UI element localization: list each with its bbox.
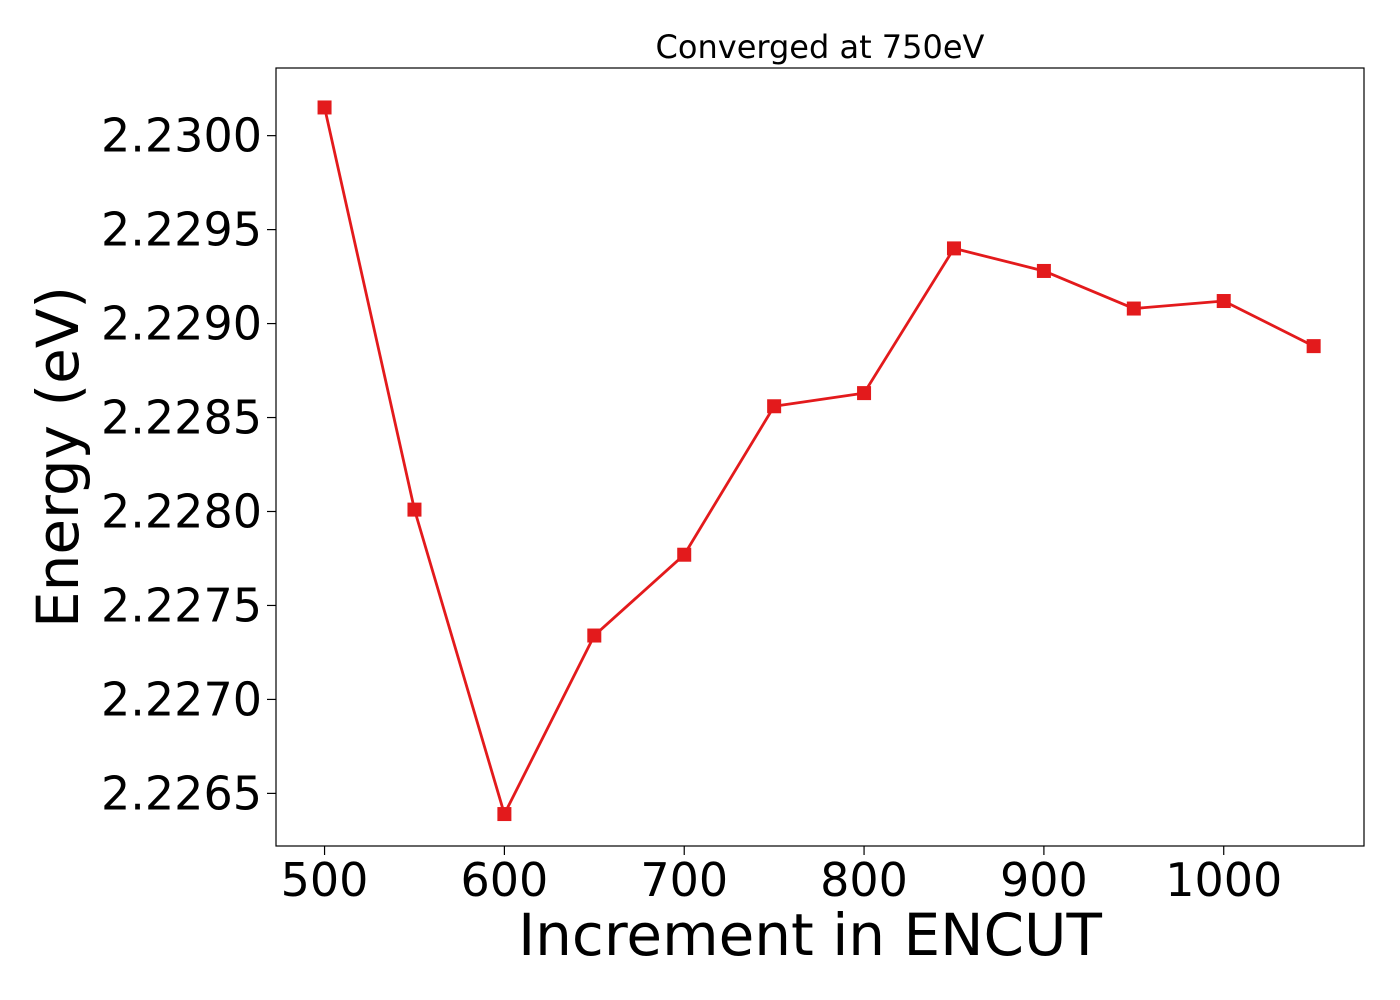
data-point: [1126, 301, 1141, 316]
data-point: [407, 502, 422, 517]
data-point: [587, 628, 602, 643]
data-point: [1036, 263, 1051, 278]
x-tick-label: 1000: [1165, 853, 1282, 907]
data-point: [497, 807, 512, 822]
data-point: [1306, 339, 1321, 354]
x-tick-label: 800: [820, 853, 908, 907]
y-axis-label: Energy (eV): [24, 286, 92, 628]
y-axis: 2.2265 2.2270 2.2275 2.2280 2.2285 2.2290 2.22…: [101, 109, 276, 820]
y-tick-label: 2.2275: [101, 578, 262, 632]
x-tick-label: 700: [640, 853, 728, 907]
y-tick-label: 2.2270: [101, 672, 262, 726]
x-tick-label: 600: [460, 853, 548, 907]
x-tick-label: 900: [1000, 853, 1088, 907]
data-point: [1216, 294, 1231, 309]
y-tick-label: 2.2280: [101, 484, 262, 538]
y-tick-label: 2.2265: [101, 766, 262, 820]
series-line: [323, 107, 1315, 816]
x-axis: 500 600 700 800 900 1000: [281, 846, 1282, 907]
plot-frame: [275, 67, 1365, 847]
data-point: [946, 241, 961, 256]
data-point: [677, 547, 692, 562]
y-tick-label: 2.2295: [101, 203, 262, 257]
chart-title: Converged at 750eV: [656, 28, 985, 66]
y-tick-label: 2.2290: [101, 297, 262, 351]
series-layer: [317, 100, 1321, 822]
data-point: [857, 386, 872, 401]
data-point: [767, 399, 782, 414]
y-tick-label: 2.2285: [101, 391, 262, 445]
y-tick-label: 2.2300: [101, 109, 262, 163]
x-tick-label: 500: [281, 853, 369, 907]
x-axis-label: Increment in ENCUT: [518, 901, 1102, 969]
data-point: [317, 100, 332, 115]
